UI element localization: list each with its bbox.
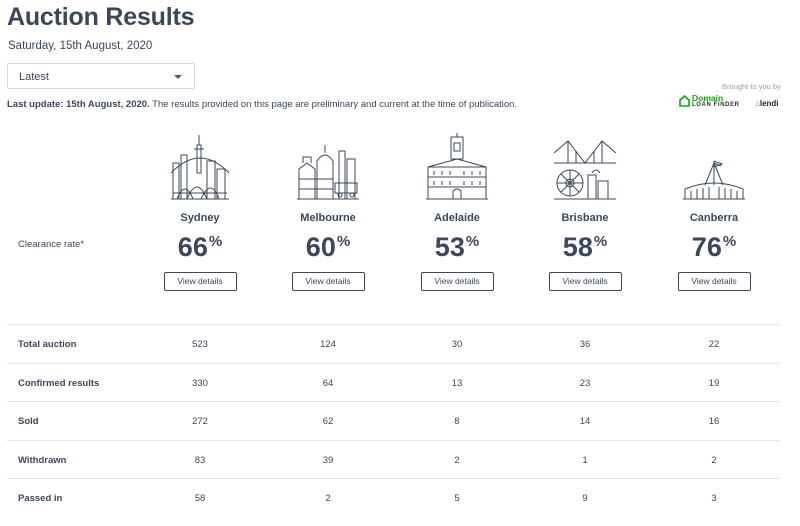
clearance-rate-value: 60% (305, 232, 351, 262)
results-date: Saturday, 15th August, 2020 (8, 40, 153, 52)
table-cell: 124 (320, 339, 336, 350)
table-cell: 16 (708, 416, 720, 427)
view-details-button-melbourne[interactable]: View details (291, 272, 365, 291)
clearance-rate-value: 53% (434, 232, 480, 262)
view-details-button-canberra[interactable]: View details (677, 272, 751, 291)
table-cell: 23 (579, 377, 591, 389)
table-cell: 19 (708, 377, 720, 389)
table-cell: 2 (325, 493, 331, 504)
last-update-date: Last update: 15th August, 2020. (7, 99, 150, 110)
table-cell: 272 (192, 416, 208, 427)
table-cell: 2 (711, 454, 717, 466)
city-column-melbourne: Melbourne 60% View details (273, 133, 383, 291)
brisbane-story-bridge-icon (553, 140, 617, 200)
table-cell: 3 (711, 493, 717, 504)
row-label: Withdrawn (18, 454, 67, 466)
table-row: Withdrawn 83 39 2 1 2 (7, 439, 780, 479)
city-name: Canberra (689, 212, 739, 224)
view-details-button-brisbane[interactable]: View details (548, 272, 622, 291)
canberra-parliament-house-icon (683, 160, 745, 200)
city-column-canberra: Canberra 76% View details (659, 133, 769, 291)
last-update-notice: Last update: 15th August, 2020. The resu… (7, 99, 517, 110)
table-cell: 13 (451, 377, 463, 389)
adelaide-town-hall-icon (426, 133, 488, 200)
table-cell: 64 (322, 377, 334, 389)
row-label: Passed in (18, 493, 63, 504)
domain-house-icon (679, 95, 690, 107)
table-row: Passed in 58 2 5 9 3 (7, 478, 780, 517)
city-column-brisbane: Brisbane 58% View details (530, 133, 640, 291)
table-cell: 22 (708, 339, 720, 350)
lendi-logo-text: lendi (759, 99, 779, 108)
domain-logo-text: Domain (692, 93, 724, 103)
brought-to-you-by: Brought to you by (722, 82, 781, 91)
view-details-button-sydney[interactable]: View details (163, 272, 237, 291)
last-update-text: The results provided on this page are pr… (149, 99, 518, 110)
view-details-button-adelaide[interactable]: View details (420, 272, 494, 291)
loan-finder-logo-text: LOAN FINDER (692, 102, 740, 108)
city-column-sydney: Sydney 66% View details (145, 133, 255, 291)
table-cell: 36 (579, 339, 591, 350)
page-title: Auction Results (7, 3, 195, 31)
table-cell: 62 (322, 416, 334, 427)
table-cell: 9 (582, 493, 588, 504)
table-cell: 523 (192, 339, 208, 350)
city-column-adelaide: Adelaide 53% View details (402, 133, 512, 291)
auction-results-table: Total auction 523 124 30 36 22 Confirmed… (7, 324, 780, 517)
table-cell: 2 (454, 454, 460, 466)
table-cell: 83 (194, 454, 206, 466)
clearance-rate-value: 66% (177, 232, 223, 262)
table-cell: 8 (454, 416, 460, 427)
results-period-dropdown[interactable]: Latest (7, 63, 195, 89)
melbourne-flinders-station-icon (297, 145, 359, 200)
row-label: Confirmed results (18, 377, 100, 389)
clearance-rate-label: Clearance rate* (18, 239, 85, 250)
sydney-opera-house-icon (170, 135, 230, 200)
domain-loan-finder-logo[interactable]: Domain LOAN FINDER (679, 93, 745, 111)
city-name: Sydney (180, 212, 220, 224)
row-label: Total auction (18, 339, 77, 350)
row-label: Sold (18, 416, 39, 427)
sponsor-logos: Domain LOAN FINDER ⌂lendi (679, 93, 793, 111)
table-cell: 1 (582, 454, 588, 466)
lendi-mark-icon: ⌂ (755, 99, 760, 108)
lendi-logo[interactable]: ⌂lendi (755, 99, 779, 108)
table-cell: 14 (579, 416, 591, 427)
table-cell: 39 (322, 454, 334, 466)
table-row: Sold 272 62 8 14 16 (7, 401, 780, 440)
city-name: Adelaide (434, 212, 480, 224)
chevron-down-icon (174, 75, 182, 79)
clearance-rate-value: 58% (562, 232, 608, 262)
city-name: Brisbane (561, 212, 609, 224)
city-name: Melbourne (300, 212, 356, 224)
table-cell: 5 (454, 493, 460, 504)
dropdown-selected-value: Latest (19, 71, 49, 83)
table-cell: 30 (451, 339, 463, 350)
table-cell: 330 (192, 377, 208, 389)
table-cell: 58 (194, 493, 206, 504)
clearance-rate-value: 76% (691, 232, 737, 262)
table-row: Confirmed results 330 64 13 23 19 (7, 362, 780, 402)
table-row: Total auction 523 124 30 36 22 (7, 324, 780, 363)
